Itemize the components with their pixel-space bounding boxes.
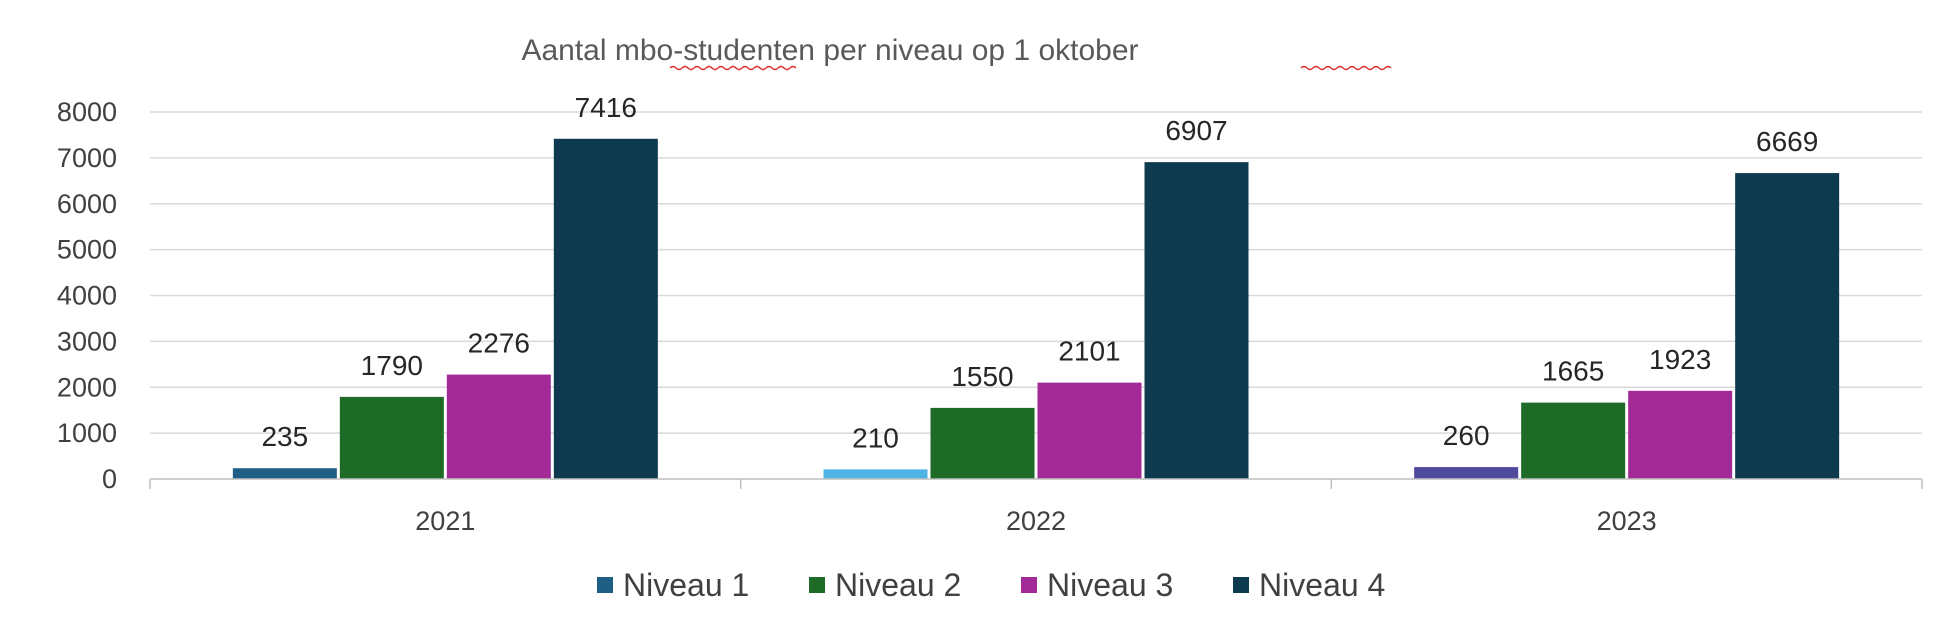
bar-2022-niveau-3 <box>1037 382 1142 479</box>
y-tick-label: 0 <box>102 464 117 494</box>
data-label: 7416 <box>575 92 637 123</box>
legend-label: Niveau 4 <box>1259 567 1385 603</box>
legend-label: Niveau 1 <box>623 567 749 603</box>
data-label: 260 <box>1443 420 1490 451</box>
spellcheck-underline <box>1300 65 1392 71</box>
bar-2021-niveau-2 <box>339 396 444 479</box>
gridlines <box>150 111 1922 434</box>
x-tick-label: 2022 <box>1006 506 1066 536</box>
data-label: 2101 <box>1058 336 1120 367</box>
spellcheck-underline <box>669 65 797 71</box>
bar-2023-niveau-4 <box>1735 173 1840 479</box>
legend-swatch <box>1233 577 1249 593</box>
y-tick-label: 6000 <box>57 189 117 219</box>
bar-2022-niveau-4 <box>1144 162 1249 480</box>
legend-swatch <box>597 577 613 593</box>
data-label: 6669 <box>1756 126 1818 157</box>
legend-swatch <box>1021 577 1037 593</box>
bars <box>232 138 1840 480</box>
bar-2021-niveau-1 <box>232 468 337 479</box>
data-label: 1550 <box>951 361 1013 392</box>
legend-swatch <box>809 577 825 593</box>
data-label: 1665 <box>1542 356 1604 387</box>
y-tick-label: 3000 <box>57 326 117 356</box>
data-labels: 235 1790 2276 7416 210 1550 2101 6907 260 1665 192… <box>261 92 1818 454</box>
y-axis-ticks: 0 1000 2000 3000 4000 5000 6000 7000 8000 <box>57 97 117 494</box>
data-label: 1790 <box>361 350 423 381</box>
bar-2023-niveau-3 <box>1628 390 1733 479</box>
bar-2023-niveau-2 <box>1521 402 1626 479</box>
legend-label: Niveau 2 <box>835 567 961 603</box>
bar-2021-niveau-3 <box>446 374 551 479</box>
chart-title: Aantal mbo-studenten per niveau op 1 okt… <box>521 34 1138 67</box>
bar-2022-niveau-1 <box>823 469 928 479</box>
bar-2022-niveau-2 <box>930 407 1035 479</box>
y-tick-label: 1000 <box>57 418 117 448</box>
y-tick-label: 5000 <box>57 235 117 265</box>
bar-2021-niveau-4 <box>553 138 658 479</box>
data-label: 2276 <box>468 328 530 359</box>
y-tick-label: 4000 <box>57 281 117 311</box>
legend: Niveau 1 Niveau 2 Niveau 3 Niveau 4 <box>597 567 1385 603</box>
data-label: 235 <box>261 421 308 452</box>
y-tick-label: 7000 <box>57 143 117 173</box>
x-axis: 2021 2022 2023 <box>149 478 1923 536</box>
x-tick-label: 2021 <box>415 506 475 536</box>
y-tick-label: 8000 <box>57 97 117 127</box>
bar-2023-niveau-1 <box>1414 467 1519 479</box>
legend-label: Niveau 3 <box>1047 567 1173 603</box>
data-label: 210 <box>852 422 899 453</box>
x-tick-label: 2023 <box>1597 506 1657 536</box>
data-label: 1923 <box>1649 344 1711 375</box>
y-tick-label: 2000 <box>57 372 117 402</box>
data-label: 6907 <box>1165 115 1227 146</box>
